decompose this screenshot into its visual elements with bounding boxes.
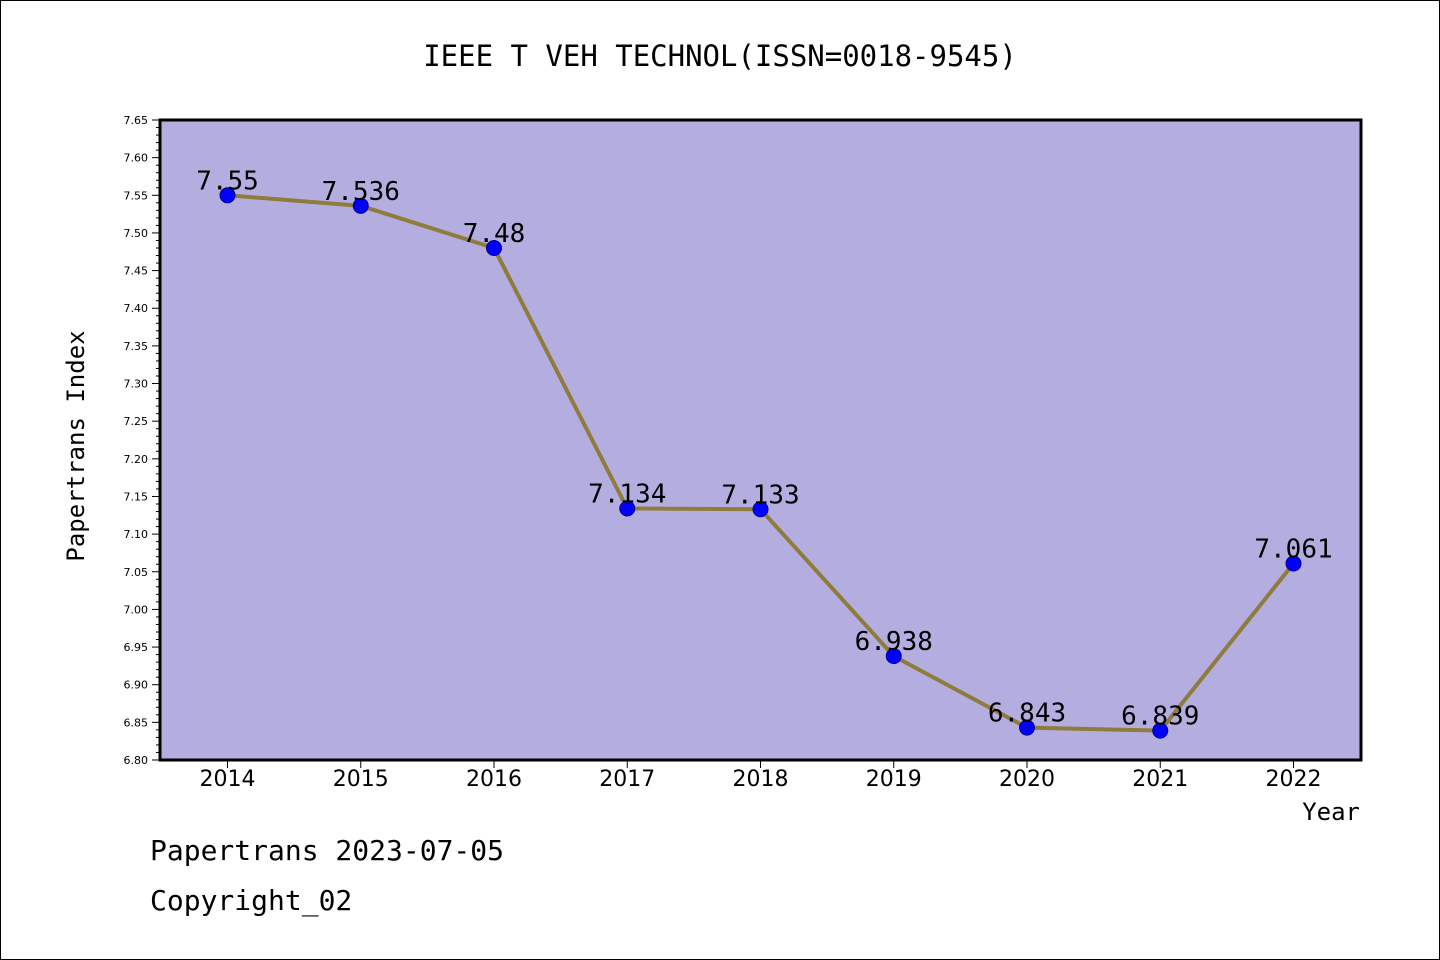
chart-title: IEEE T VEH TECHNOL(ISSN=0018-9545) (423, 39, 1017, 73)
x-tick-label: 2022 (1266, 767, 1322, 792)
y-tick-label: 7.60 (124, 152, 149, 165)
y-tick-label: 7.15 (124, 490, 149, 503)
data-point (1019, 719, 1035, 736)
y-tick-label: 7.00 (124, 603, 149, 616)
series-group: 7.55 7.536 7.48 7.134 7.133 6.938 6.843 6.839 7.… (196, 166, 1333, 739)
data-label: 6.938 (855, 627, 933, 657)
data-point (1285, 555, 1302, 572)
y-tick-label: 7.10 (124, 528, 149, 541)
y-tick-label: 6.95 (124, 641, 149, 654)
data-point (352, 197, 369, 214)
data-label: 6.839 (1121, 702, 1199, 732)
y-tick-label: 7.05 (124, 566, 149, 579)
footer-copyright-text: Copyright_02 (150, 884, 353, 917)
y-tick-label: 7.50 (124, 227, 149, 240)
x-tick-label: 2019 (866, 767, 922, 792)
y-tick-label: 7.45 (124, 265, 149, 278)
x-tick-label: 2018 (733, 767, 789, 792)
y-tick-label: 6.85 (124, 716, 149, 729)
x-tick-label: 2016 (466, 767, 522, 792)
data-label: 7.134 (588, 480, 666, 510)
y-tick-label: 7.25 (124, 415, 149, 428)
y-tick-label: 7.20 (124, 453, 149, 466)
x-tick-label: 2014 (200, 767, 256, 792)
data-point (752, 501, 769, 518)
data-label: 7.55 (196, 166, 259, 196)
data-point (486, 240, 502, 256)
y-tick-label: 7.65 (124, 114, 149, 127)
y-tick-label: 7.30 (124, 378, 149, 391)
y-axis-label: Papertrans Index (62, 330, 90, 561)
x-axis-label: Year (1302, 798, 1360, 826)
plot-area (158, 118, 1363, 762)
x-tick-label: 2017 (599, 767, 655, 792)
data-label: 7.48 (463, 219, 526, 249)
x-tick-label: 2020 (999, 767, 1055, 792)
x-tick-label: 2021 (1132, 767, 1188, 792)
y-tick-label: 7.55 (124, 189, 149, 202)
data-label: 6.843 (988, 699, 1066, 729)
data-point (885, 648, 902, 665)
y-tick-label: 6.90 (124, 679, 149, 692)
footer-date-text: Papertrans 2023-07-05 (150, 834, 505, 867)
data-label: 7.536 (322, 177, 400, 207)
data-point (219, 187, 236, 204)
y-tick-label: 6.80 (124, 754, 149, 767)
x-tick-label: 2015 (333, 767, 389, 792)
data-label: 7.061 (1254, 534, 1332, 564)
data-point (619, 500, 636, 517)
y-tick-label: 7.35 (124, 340, 149, 353)
y-axis: 6.80 6.85 6.90 6.95 7.00 7.05 7.10 7.15 7.20 7.25… (124, 114, 160, 767)
data-point (1152, 722, 1169, 739)
data-label: 7.133 (721, 480, 799, 510)
y-tick-label: 7.40 (124, 302, 149, 315)
x-axis: 2014 2015 2016 2017 2018 2019 2020 2021 2022 (200, 760, 1322, 792)
